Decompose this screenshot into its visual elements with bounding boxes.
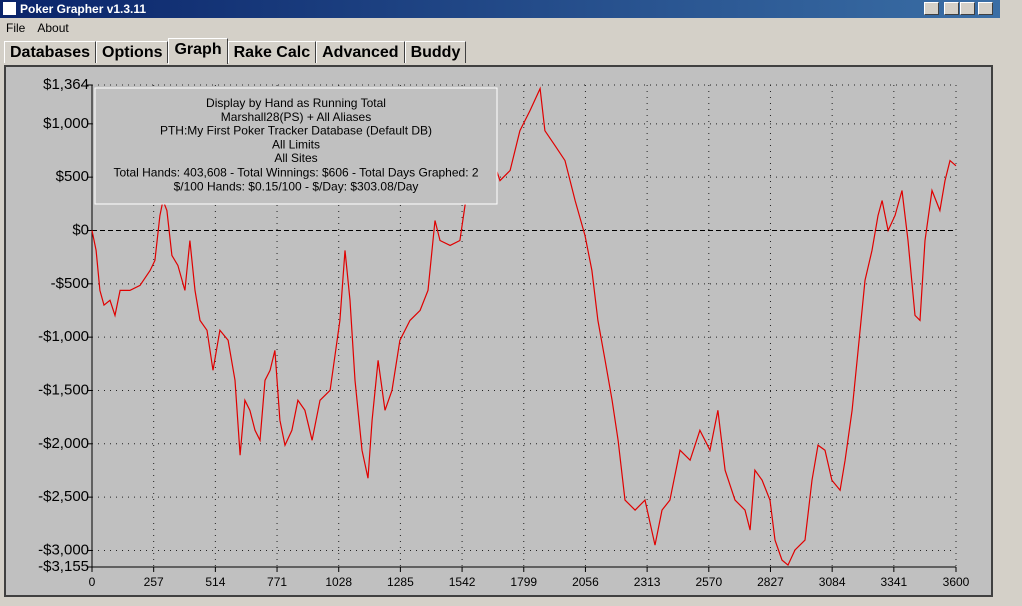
x-tick-label: 514 (205, 575, 225, 589)
tab[interactable]: Rake Calc (227, 41, 317, 63)
x-tick-label: 0 (89, 575, 96, 589)
info-line: Total Hands: 403,608 - Total Winnings: $… (113, 166, 478, 180)
menu-bar: File About (0, 18, 1000, 38)
restore-button[interactable] (924, 2, 939, 15)
info-line: Marshall28(PS) + All Aliases (221, 110, 371, 124)
info-line: Display by Hand as Running Total (206, 96, 386, 110)
x-tick-label: 3600 (943, 575, 970, 589)
y-tick-label: -$500 (51, 275, 89, 292)
y-tick-label: -$2,500 (38, 488, 89, 505)
app-icon (3, 2, 16, 15)
x-tick-label: 2056 (572, 575, 599, 589)
x-tick-label: 2570 (695, 575, 722, 589)
x-tick-label: 1028 (325, 575, 352, 589)
x-tick-label: 1799 (510, 575, 537, 589)
info-line: PTH:My First Poker Tracker Database (Def… (160, 124, 432, 138)
x-tick-label: 1542 (449, 575, 476, 589)
tab[interactable]: Databases (4, 41, 97, 63)
y-tick-label: -$3,000 (38, 541, 89, 558)
menu-item[interactable]: About (37, 21, 69, 35)
title-bar: Poker Grapher v1.3.11 (0, 0, 1000, 18)
y-tick-label: -$3,155 (38, 558, 89, 575)
y-tick-label: $1,000 (43, 115, 89, 132)
tab[interactable]: Advanced (316, 41, 405, 63)
x-tick-label: 2827 (757, 575, 784, 589)
x-tick-label: 3084 (819, 575, 846, 589)
x-tick-label: 1285 (387, 575, 414, 589)
info-line: All Limits (272, 137, 320, 151)
maximize-button[interactable] (960, 2, 975, 15)
tab-bar: Databases Options Graph Rake Calc Advanced Bu… (4, 38, 467, 65)
tab[interactable]: Graph (168, 38, 228, 64)
menu-item[interactable]: File (6, 21, 26, 35)
tab[interactable]: Options (96, 41, 169, 63)
info-box: Display by Hand as Running TotalMarshall… (94, 87, 498, 205)
y-tick-label: $500 (56, 168, 89, 185)
info-box-frame (94, 87, 498, 205)
y-tick-label: $1,364 (43, 76, 89, 93)
window-title: Poker Grapher v1.3.11 (20, 2, 147, 16)
graph-panel: $1,364 $1,000 $500 $0 -$500 -$1,000 -$1,500 -$2… (4, 65, 993, 597)
info-line: $/100 Hands: $0.15/100 - $/Day: $303.08/… (174, 180, 419, 194)
y-tick-label: -$1,500 (38, 381, 89, 398)
info-line: All Sites (274, 151, 317, 165)
y-tick-label: -$2,000 (38, 435, 89, 452)
y-tick-label: -$1,000 (38, 328, 89, 345)
x-tick-label: 2313 (634, 575, 661, 589)
tab[interactable]: Buddy (404, 41, 467, 63)
x-tick-label: 771 (267, 575, 287, 589)
close-button[interactable] (978, 2, 993, 15)
minimize-button[interactable] (944, 2, 959, 15)
x-tick-label: 3341 (880, 575, 907, 589)
x-tick-label: 257 (144, 575, 164, 589)
y-tick-label: $0 (72, 221, 89, 238)
